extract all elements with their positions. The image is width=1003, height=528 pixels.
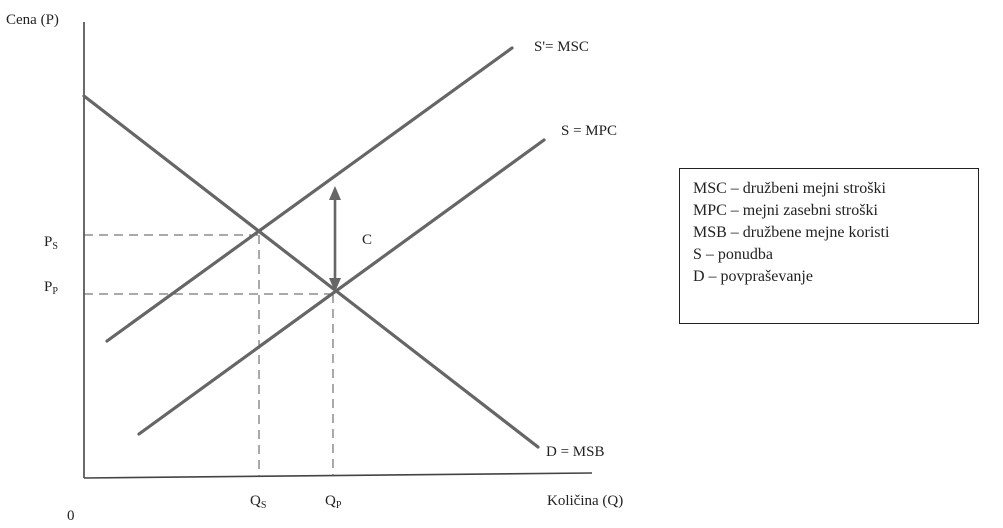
price-label-pp: PP <box>44 279 58 297</box>
qs-sub: S <box>261 500 267 511</box>
price-label-ps: PS <box>44 234 58 252</box>
origin-label: 0 <box>67 508 75 523</box>
ps-main: P <box>44 234 52 250</box>
legend-item-msb: MSB – družbene mejne koristi <box>693 224 890 241</box>
quantity-label-qs: QS <box>250 493 266 511</box>
msc-curve <box>105 46 514 343</box>
x-axis-label: Količina (Q) <box>547 493 623 509</box>
pp-sub: P <box>52 286 58 297</box>
legend-box: MSC – družbeni mejni stroški MPC – mejni… <box>679 168 979 324</box>
qs-main: Q <box>250 493 261 509</box>
pp-main: P <box>44 279 52 295</box>
qp-sub: P <box>336 500 342 511</box>
mpc-label: S = MPC <box>561 123 617 139</box>
x-axis <box>83 472 593 479</box>
msc-label: S'= MSC <box>534 39 589 55</box>
qp-main: Q <box>325 493 336 509</box>
quantity-label-qp: QP <box>325 493 342 511</box>
legend-item-s: S – ponudba <box>693 246 773 263</box>
demand-curve <box>82 94 540 449</box>
y-axis-label: Cena (P) <box>6 12 59 28</box>
demand-label: D = MSB <box>546 444 604 460</box>
mpc-curve <box>137 138 546 436</box>
legend-item-mpc: MPC – mejni zasebni stroški <box>693 202 878 219</box>
legend-item-d: D – povpraševanje <box>693 268 813 285</box>
gap-label: C <box>362 232 372 248</box>
ps-sub: S <box>52 241 58 252</box>
gap-arrow <box>329 186 341 292</box>
legend-item-msc: MSC – družbeni mejni stroški <box>693 180 886 197</box>
